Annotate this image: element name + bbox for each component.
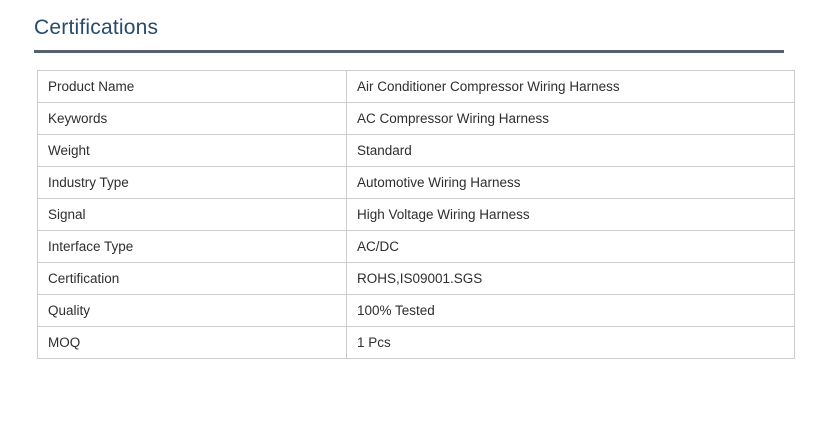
certifications-table-body: Product Name Air Conditioner Compressor … <box>37 70 795 359</box>
spec-label-cell: Keywords <box>37 102 347 135</box>
spec-label-cell: MOQ <box>37 326 347 359</box>
table-row: MOQ 1 Pcs <box>37 326 795 359</box>
spec-value-cell: 1 Pcs <box>346 326 795 359</box>
spec-label-cell: Industry Type <box>37 166 347 199</box>
spec-label-cell: Quality <box>37 294 347 327</box>
table-row: Signal High Voltage Wiring Harness <box>37 198 795 231</box>
spec-value-cell: Air Conditioner Compressor Wiring Harnes… <box>346 70 795 103</box>
table-row: Product Name Air Conditioner Compressor … <box>37 70 795 103</box>
page-title: Certifications <box>34 16 159 39</box>
table-row: Certification ROHS,IS09001.SGS <box>37 262 795 295</box>
spec-value-cell: Standard <box>346 134 795 167</box>
table-row: Quality 100% Tested <box>37 294 795 327</box>
spec-label-cell: Signal <box>37 198 347 231</box>
spec-value-cell: Automotive Wiring Harness <box>346 166 795 199</box>
spec-value-cell: 100% Tested <box>346 294 795 327</box>
table-row: Keywords AC Compressor Wiring Harness <box>37 102 795 135</box>
spec-label-cell: Product Name <box>37 70 347 103</box>
table-row: Interface Type AC/DC <box>37 230 795 263</box>
spec-value-cell: AC Compressor Wiring Harness <box>346 102 795 135</box>
table-row: Weight Standard <box>37 134 795 167</box>
title-divider <box>34 50 784 53</box>
spec-value-cell: ROHS,IS09001.SGS <box>346 262 795 295</box>
table-row: Industry Type Automotive Wiring Harness <box>37 166 795 199</box>
spec-label-cell: Weight <box>37 134 347 167</box>
spec-value-cell: AC/DC <box>346 230 795 263</box>
spec-value-cell: High Voltage Wiring Harness <box>346 198 795 231</box>
spec-label-cell: Interface Type <box>37 230 347 263</box>
certifications-table: Product Name Air Conditioner Compressor … <box>37 70 795 359</box>
certifications-section: Certifications Product Name Air Conditio… <box>0 16 818 359</box>
spec-label-cell: Certification <box>37 262 347 295</box>
